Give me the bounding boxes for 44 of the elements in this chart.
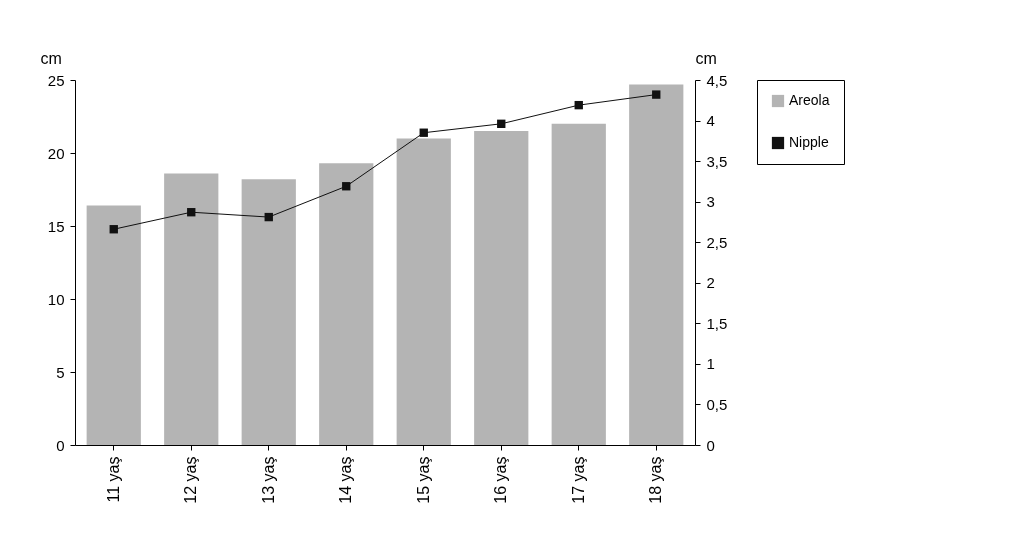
x-tick-label: 18 yaş xyxy=(647,456,665,504)
y-tick-label: 0 xyxy=(56,436,65,454)
point xyxy=(419,128,428,137)
x-tick-label: 14 yaş xyxy=(337,456,355,504)
y2-tick-label: 4,5 xyxy=(706,71,728,89)
y-tick-label: 15 xyxy=(47,217,65,235)
y2-tick-label: 4 xyxy=(706,112,715,130)
y2-tick-label: 1,5 xyxy=(706,314,728,332)
y2-axis-title: cm xyxy=(695,49,717,67)
bar xyxy=(241,179,296,445)
legend-label: Areola xyxy=(789,92,830,108)
y2-tick-label: 0 xyxy=(706,436,715,454)
x-tick-label: 12 yaş xyxy=(182,456,200,504)
bar xyxy=(629,84,684,445)
y-tick-label: 25 xyxy=(47,71,65,89)
x-tick-label: 16 yaş xyxy=(492,456,510,504)
x-tick-label: 15 yaş xyxy=(414,456,432,504)
legend-label: Nipple xyxy=(789,134,829,150)
y2-tick-label: 2,5 xyxy=(706,233,728,251)
point xyxy=(109,225,118,234)
y-tick-label: 10 xyxy=(47,290,65,308)
bar xyxy=(551,123,606,445)
y2-tick-label: 2 xyxy=(706,274,715,292)
bar xyxy=(474,131,529,445)
point xyxy=(652,90,661,99)
y2-tick-label: 3 xyxy=(706,193,715,211)
y-axis-title: cm xyxy=(40,49,62,67)
bar xyxy=(396,138,451,445)
point xyxy=(264,212,273,222)
y-tick-label: 20 xyxy=(47,144,65,162)
y2-tick-label: 3,5 xyxy=(706,152,728,170)
bar xyxy=(164,173,219,445)
point xyxy=(187,208,196,217)
point xyxy=(342,182,351,191)
point xyxy=(497,119,506,128)
x-tick-label: 11 yaş xyxy=(104,456,122,503)
y2-tick-label: 0,5 xyxy=(706,395,728,413)
bar xyxy=(319,163,374,445)
y2-tick-label: 1 xyxy=(706,355,715,373)
bar xyxy=(86,205,141,445)
y-tick-label: 5 xyxy=(56,363,65,381)
point xyxy=(574,100,583,110)
x-tick-label: 13 yaş xyxy=(259,456,277,504)
x-tick-label: 17 yaş xyxy=(569,456,587,504)
